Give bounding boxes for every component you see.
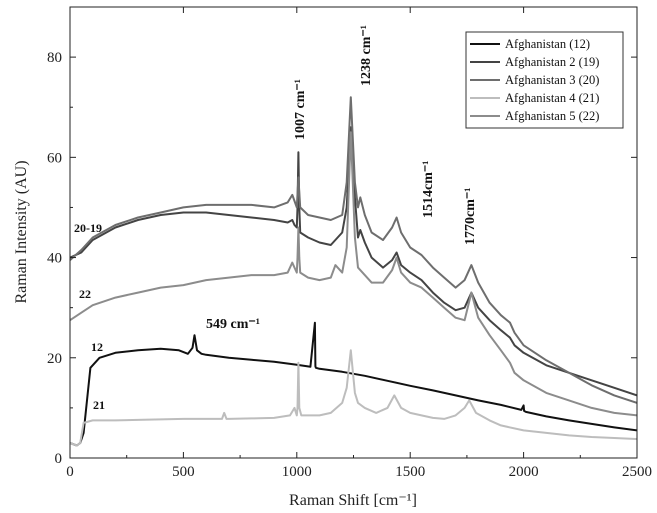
legend-entry-3: Afghanistan 3 (20) [505, 73, 599, 87]
series-line-5 [69, 131, 638, 417]
legend-entry-2: Afghanistan 2 (19) [505, 55, 599, 69]
legend: Afghanistan (12) Afghanistan 2 (19) Afgh… [465, 31, 624, 129]
curve-label-12: 12 [91, 340, 103, 354]
axes-layer: 0 500 1000 1500 2000 2500 0 20 40 60 80 [47, 6, 652, 480]
y-tick-label-3: 60 [47, 150, 62, 166]
y-axis-label: Raman Intensity (AU) [13, 160, 30, 303]
y-tick-label-2: 40 [47, 251, 62, 267]
legend-entry-4: Afghanistan 4 (21) [505, 91, 599, 105]
x-tick-label-0: 0 [66, 464, 74, 480]
annotation-549: 549 cm⁻¹ [206, 317, 260, 332]
x-tick-label-3: 1500 [395, 464, 425, 480]
curve-label-20-19: 20-19 [74, 221, 102, 235]
curve-label-21: 21 [93, 398, 105, 412]
curve-label-22: 22 [79, 287, 91, 301]
series-layer [69, 96, 638, 447]
legend-entry-5: Afghanistan 5 (22) [505, 109, 599, 123]
x-tick-label-1: 500 [172, 464, 195, 480]
x-axis-label: Raman Shift [cm⁻¹] [289, 492, 417, 509]
annotation-1007: 1007 cm⁻¹ [293, 79, 308, 140]
y-tick-label-4: 80 [47, 50, 62, 66]
x-tick-label-5: 2500 [622, 464, 652, 480]
annotation-1238: 1238 cm⁻¹ [359, 25, 374, 86]
y-tick-label-1: 20 [47, 351, 62, 367]
x-tick-label-2: 1000 [282, 464, 312, 480]
x-tick-label-4: 2000 [509, 464, 539, 480]
series-line-1 [69, 321, 638, 447]
series-line-4 [69, 349, 638, 447]
annotation-1514: 1514cm⁻¹ [421, 161, 436, 218]
series-line-3 [69, 96, 638, 404]
series-line-2 [69, 126, 638, 397]
annotation-1770: 1770cm⁻¹ [463, 188, 478, 245]
legend-entry-1: Afghanistan (12) [505, 37, 590, 51]
y-tick-label-0: 0 [55, 451, 63, 467]
